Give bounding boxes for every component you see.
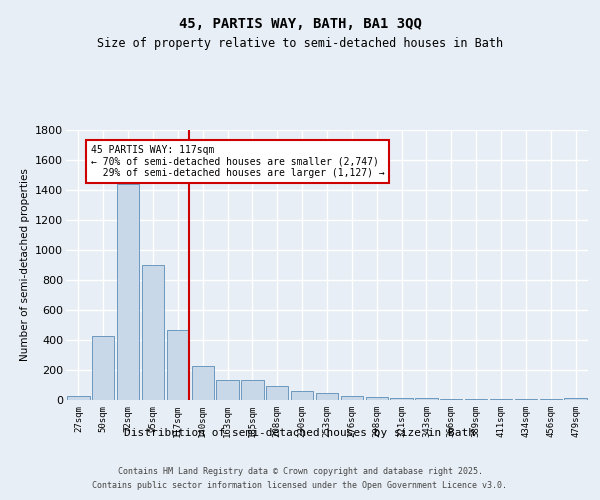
Bar: [167, 330, 189, 400]
Bar: [415, 398, 437, 400]
Bar: [539, 399, 562, 400]
Bar: [191, 366, 214, 400]
Bar: [465, 399, 487, 400]
Bar: [92, 336, 115, 400]
Bar: [490, 399, 512, 400]
Bar: [266, 386, 289, 400]
Bar: [291, 391, 313, 400]
Bar: [142, 265, 164, 400]
Bar: [565, 398, 587, 400]
Text: Distribution of semi-detached houses by size in Bath: Distribution of semi-detached houses by …: [125, 428, 476, 438]
Text: Contains public sector information licensed under the Open Government Licence v3: Contains public sector information licen…: [92, 481, 508, 490]
Text: 45, PARTIS WAY, BATH, BA1 3QQ: 45, PARTIS WAY, BATH, BA1 3QQ: [179, 18, 421, 32]
Bar: [217, 380, 239, 400]
Bar: [440, 398, 463, 400]
Y-axis label: Number of semi-detached properties: Number of semi-detached properties: [20, 168, 29, 362]
Text: 45 PARTIS WAY: 117sqm
← 70% of semi-detached houses are smaller (2,747)
  29% of: 45 PARTIS WAY: 117sqm ← 70% of semi-deta…: [91, 145, 385, 178]
Bar: [316, 393, 338, 400]
Bar: [515, 398, 537, 400]
Bar: [391, 398, 413, 400]
Bar: [117, 184, 139, 400]
Text: Contains HM Land Registry data © Crown copyright and database right 2025.: Contains HM Land Registry data © Crown c…: [118, 468, 482, 476]
Bar: [241, 380, 263, 400]
Bar: [341, 396, 363, 400]
Bar: [67, 396, 89, 400]
Bar: [365, 397, 388, 400]
Text: Size of property relative to semi-detached houses in Bath: Size of property relative to semi-detach…: [97, 38, 503, 51]
